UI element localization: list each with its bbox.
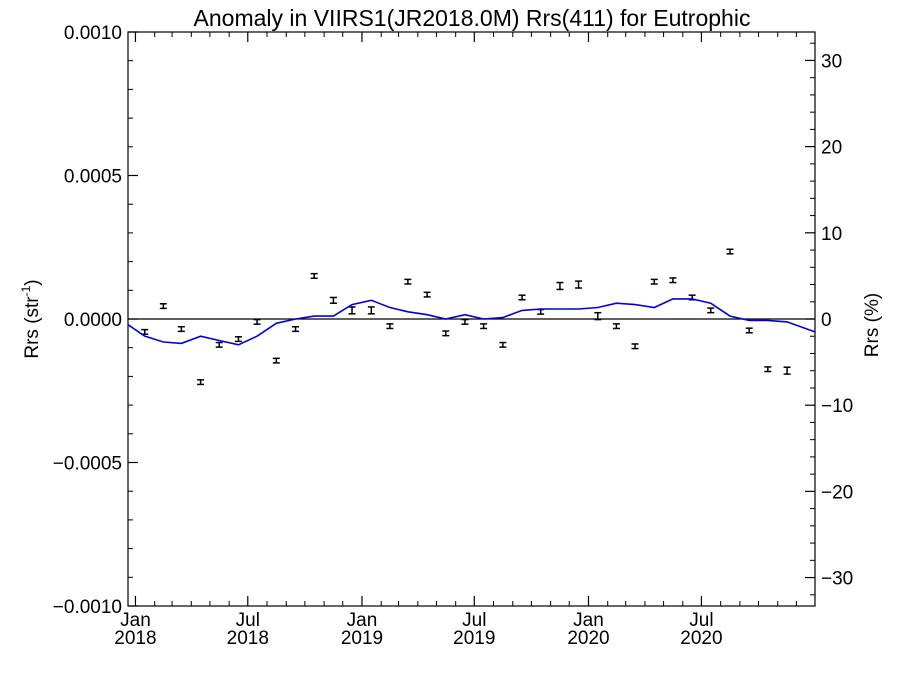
data-point: [197, 379, 205, 386]
right-tick-label: 0: [821, 310, 832, 331]
data-point: [310, 272, 318, 279]
left-axis: 0.0010 0.0005 0.0000 −0.0005 −0.0010: [53, 23, 138, 618]
data-point: [707, 307, 715, 314]
right-tick-label: 10: [821, 224, 842, 245]
data-point: [669, 277, 677, 284]
left-axis-label-text: Rrs (str: [22, 296, 43, 359]
data-point: [612, 323, 620, 330]
x-tick-month: Jan: [573, 610, 604, 631]
right-tick-label: −30: [821, 569, 853, 590]
svg-text:Rrs (str-1): Rrs (str-1): [19, 279, 43, 358]
data-point: [329, 296, 337, 304]
data-point: [764, 366, 772, 373]
errorbar-series: [141, 248, 791, 386]
data-point: [177, 325, 185, 333]
data-point: [650, 278, 658, 285]
right-tick-label: −20: [821, 482, 853, 503]
x-tick-year: 2020: [567, 628, 609, 649]
data-point: [159, 303, 167, 310]
left-tick-label: −0.0010: [53, 597, 122, 618]
data-point: [461, 318, 469, 325]
left-axis-label: Rrs (str-1): [19, 279, 43, 358]
data-point: [783, 366, 791, 375]
x-axis-minor-ticks: [154, 32, 797, 606]
right-tick-label: 30: [821, 51, 842, 72]
data-point: [537, 308, 545, 315]
left-axis-label-close: ): [22, 279, 43, 285]
data-point: [556, 281, 564, 291]
left-tick-label: 0.0000: [64, 310, 122, 331]
data-point: [442, 330, 450, 337]
data-point: [234, 336, 242, 343]
data-point: [518, 294, 526, 301]
data-point: [745, 327, 753, 334]
data-point: [423, 291, 431, 298]
data-point: [386, 323, 394, 330]
x-tick-month: Jul: [689, 610, 713, 631]
data-point: [348, 306, 356, 315]
blue-line-series: [127, 298, 816, 346]
x-tick-year: 2020: [680, 628, 722, 649]
left-tick-label: 0.0010: [64, 23, 122, 44]
data-point: [367, 306, 375, 315]
data-point: [253, 318, 261, 325]
x-tick-year: 2018: [227, 628, 269, 649]
data-point: [726, 248, 734, 255]
data-point: [594, 311, 602, 321]
data-point: [631, 343, 639, 350]
right-tick-label: 20: [821, 138, 842, 159]
data-point: [404, 278, 412, 285]
left-tick-label: 0.0005: [64, 167, 122, 188]
left-tick-label: −0.0005: [53, 454, 122, 475]
data-point: [499, 341, 507, 348]
plot-area: [127, 31, 816, 607]
x-tick-month: Jan: [347, 610, 378, 631]
data-point: [480, 323, 488, 330]
x-tick-month: Jul: [236, 610, 260, 631]
x-axis: Jan2018Jul2018Jan2019Jul2019Jan2020Jul20…: [114, 32, 723, 649]
left-axis-label-sup: -1: [19, 285, 33, 296]
right-axis: 30 20 10 0 −10 −20 −30: [805, 42, 853, 596]
x-tick-month: Jan: [120, 610, 151, 631]
data-point: [272, 357, 280, 364]
chart-title: Anomaly in VIIRS1(JR2018.0M) Rrs(411) fo…: [194, 5, 751, 31]
x-tick-month: Jul: [462, 610, 486, 631]
data-point: [141, 328, 149, 335]
data-point: [292, 325, 300, 333]
x-tick-year: 2019: [453, 628, 495, 649]
x-tick-year: 2019: [341, 628, 383, 649]
right-tick-label: −10: [821, 396, 853, 417]
data-point: [575, 280, 583, 289]
right-axis-label: Rrs (%): [862, 293, 883, 357]
x-tick-year: 2018: [114, 628, 156, 649]
data-point: [215, 341, 223, 348]
